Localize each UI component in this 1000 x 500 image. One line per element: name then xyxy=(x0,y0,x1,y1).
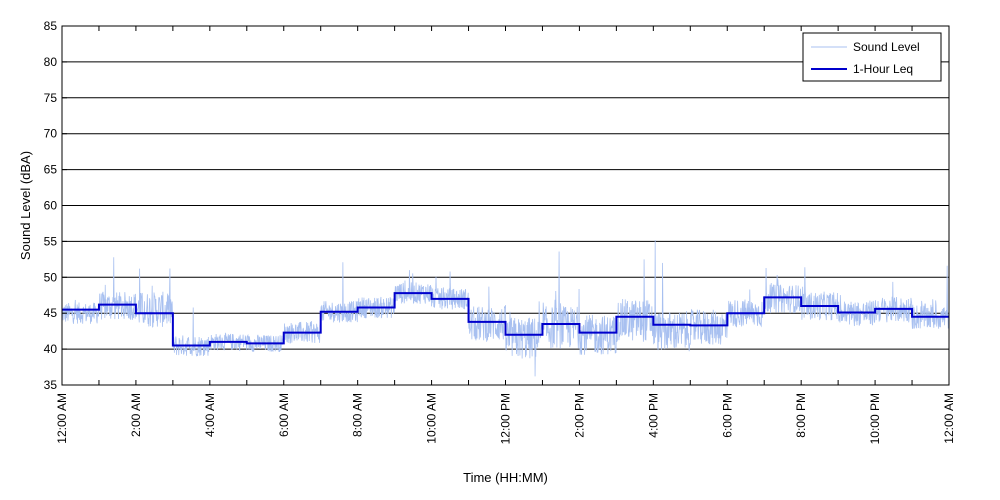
y-tick-label: 35 xyxy=(44,378,58,392)
x-axis-title: Time (HH:MM) xyxy=(463,470,548,485)
y-tick-label: 60 xyxy=(44,199,58,213)
x-axis: 12:00 AM 2:00 AM 4:00 AM 6:00 AM 8:00 AM 10:0… xyxy=(55,26,956,444)
y-tick-label: 65 xyxy=(44,163,58,177)
x-tick-label: 12:00 PM xyxy=(499,393,513,444)
y-tick-label: 55 xyxy=(44,234,58,248)
sound-level-series xyxy=(61,239,950,377)
sound-level-line xyxy=(61,239,950,377)
leq-step-line xyxy=(62,292,949,347)
x-tick-label: 12:00 AM xyxy=(55,393,69,444)
x-tick-label: 10:00 AM xyxy=(425,393,439,444)
legend: Sound Level 1-Hour Leq xyxy=(802,32,942,82)
x-tick-label: 8:00 PM xyxy=(794,393,808,438)
y-tick-label: 75 xyxy=(44,91,58,105)
legend-label-sound-level: Sound Level xyxy=(853,40,920,54)
x-tick-label: 8:00 AM xyxy=(351,393,365,437)
x-tick-label: 6:00 AM xyxy=(277,393,291,437)
y-axis: 35 40 45 50 55 60 65 70 75 80 85 xyxy=(44,19,67,392)
x-tick-label: 6:00 PM xyxy=(720,393,734,438)
grid-lines xyxy=(62,61,949,350)
y-tick-label: 40 xyxy=(44,342,58,356)
x-tick-label: 4:00 PM xyxy=(646,393,660,438)
x-tick-label: 4:00 AM xyxy=(203,393,217,437)
y-tick-label: 70 xyxy=(44,127,58,141)
x-tick-label: 2:00 PM xyxy=(572,393,586,438)
x-tick-label: 10:00 PM xyxy=(868,393,882,444)
y-tick-label: 85 xyxy=(44,19,58,33)
x-tick-label: 12:00 AM xyxy=(942,393,956,444)
leq-series xyxy=(62,292,949,347)
y-tick-label: 50 xyxy=(44,270,58,284)
y-tick-label: 45 xyxy=(44,306,58,320)
y-tick-label: 80 xyxy=(44,55,58,69)
y-axis-title: Sound Level (dBA) xyxy=(18,151,33,260)
legend-box xyxy=(802,32,942,82)
legend-label-leq: 1-Hour Leq xyxy=(853,62,913,76)
x-tick-label: 2:00 AM xyxy=(129,393,143,437)
